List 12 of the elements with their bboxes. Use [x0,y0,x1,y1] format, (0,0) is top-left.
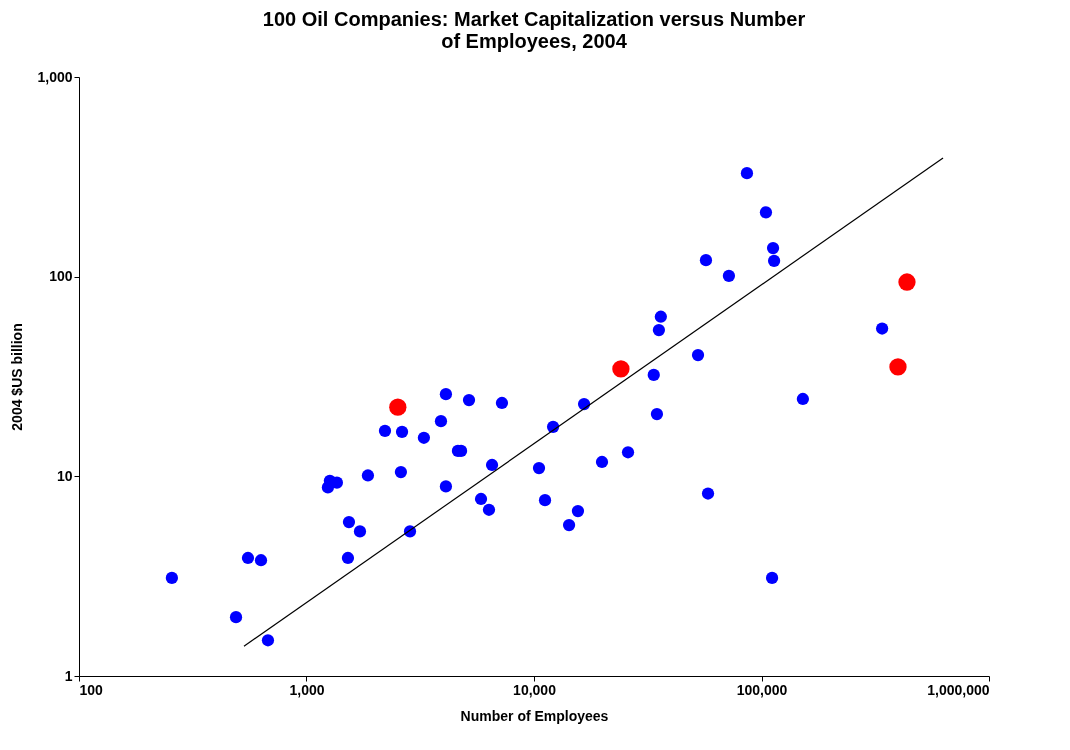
y-tick-label: 1,000 [37,68,73,85]
x-tick-label: 100,000 [736,681,788,698]
x-axis-title: Number of Employees [460,707,609,724]
x-tick-label: 1,000,000 [927,681,990,698]
x-tick-label: 100 [79,681,104,698]
x-tick-label: 1,000 [289,681,325,698]
chart-title: 100 Oil Companies: Market Capitalization versus Number of Employees, 2004 [262,8,806,52]
y-tick-label: 1 [64,667,73,684]
y-tick-label: 100 [49,268,73,285]
x-tick-label: 10,000 [513,681,557,698]
y-axis-title: 2004 $US billion [9,323,26,431]
y-tick-label: 10 [56,467,73,484]
